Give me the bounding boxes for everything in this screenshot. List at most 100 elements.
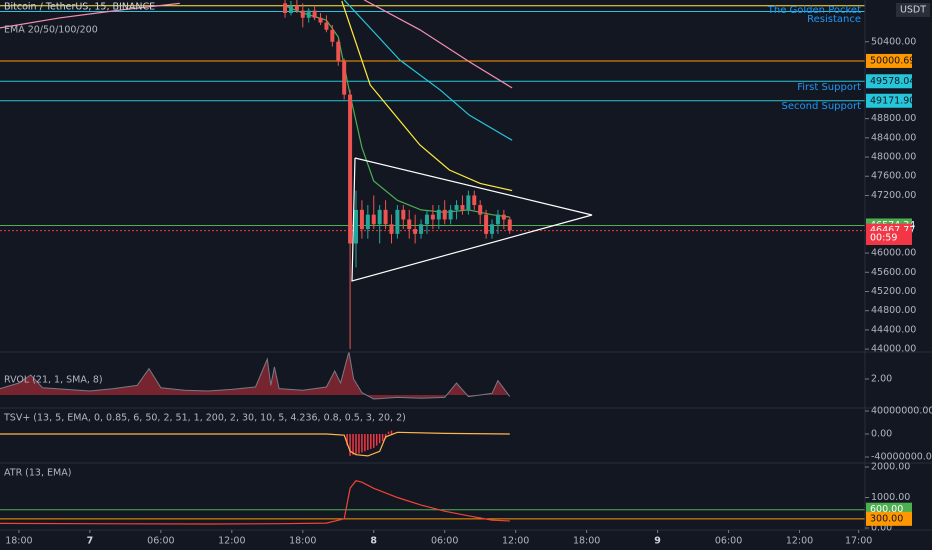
pane: [0, 430, 510, 457]
x-tick-label: 06:00: [715, 536, 742, 547]
y-tick-label: 0.00: [871, 522, 892, 533]
y-tick-label: 44000.00: [871, 344, 916, 355]
candle-body: [448, 209, 453, 220]
currency-label: USDT: [900, 5, 926, 16]
y-tick-label: 48800.00: [871, 113, 916, 124]
indicator-line: [0, 431, 510, 457]
x-tick-label: 12:00: [786, 536, 813, 547]
rvol-line: [0, 352, 511, 400]
candle-body: [359, 209, 364, 230]
currency-box: [896, 3, 930, 17]
chart-title: Bitcoin / TetherUS, 15, BINANCE: [4, 2, 155, 13]
x-tick-label: 12:00: [502, 536, 529, 547]
candle-body: [407, 219, 412, 230]
level-label-box: [866, 93, 912, 108]
candle-body: [478, 205, 483, 215]
y-tick-label: 48000.00: [871, 152, 916, 163]
countdown: 00:59: [870, 233, 897, 244]
candle-body: [472, 195, 477, 206]
ema-line: [0, 0, 513, 89]
candle-body: [442, 209, 447, 220]
level-label: 300.00: [870, 513, 903, 524]
level-label-box: [866, 74, 912, 89]
annotation: The Golden Pocket: [767, 5, 861, 16]
candle-body: [300, 10, 305, 18]
ema-line: [341, 0, 513, 192]
y-tick-label: 47600.00: [871, 171, 916, 182]
candle-body: [424, 214, 429, 225]
annotation: Resistance: [807, 14, 861, 25]
indicator-label: EMA 20/50/100/200: [4, 25, 98, 36]
candle-body: [371, 214, 376, 225]
candle-body: [490, 224, 495, 234]
indicator-line: [0, 480, 510, 525]
candle-body: [377, 209, 382, 225]
candle-body: [294, 5, 299, 11]
level-label: 49578.04: [870, 76, 915, 87]
candle-body: [336, 41, 341, 61]
candle-body: [454, 205, 459, 210]
x-tick-label: 12:00: [218, 536, 245, 547]
pane-title: ATR (13, EMA): [4, 468, 71, 479]
level-label-box: [866, 53, 912, 68]
candle-body: [466, 195, 471, 210]
x-tick-label: 17:00: [845, 536, 872, 547]
y-tick-label: 44800.00: [871, 305, 916, 316]
annotation: Second Support: [781, 101, 861, 112]
y-tick-label: 1000.00: [871, 492, 910, 503]
y-tick-label: 2000.00: [871, 461, 910, 472]
y-tick-label: 0.00: [871, 429, 892, 440]
y-tick-label: -40000000.00: [871, 452, 932, 463]
candle-body: [283, 3, 288, 13]
candle-body: [484, 214, 489, 234]
candle-body: [318, 17, 323, 23]
candle-body: [330, 29, 335, 42]
candle-body: [430, 214, 435, 220]
y-tick-label: 46000.00: [871, 248, 916, 259]
countdown-box: [866, 231, 912, 245]
y-tick-label: 2.00: [871, 374, 892, 385]
candle-body: [389, 224, 394, 234]
x-tick-label: 18:00: [5, 536, 32, 547]
rvol-area: [0, 352, 510, 399]
x-tick-label: 7: [87, 536, 94, 547]
level-label: 600.00: [870, 504, 903, 515]
candle-body: [342, 60, 347, 95]
candle-body: [436, 209, 441, 220]
candle-body: [312, 10, 317, 18]
y-tick-label: 48400.00: [871, 132, 916, 143]
candle-body: [401, 209, 406, 220]
candle-body: [288, 5, 293, 13]
candle-body: [501, 214, 506, 220]
candle-body: [413, 229, 418, 234]
x-tick-label: 18:00: [573, 536, 600, 547]
ema-line: [343, 0, 513, 141]
y-tick-label: 45200.00: [871, 286, 916, 297]
candle-body: [365, 214, 370, 230]
pane: [0, 352, 511, 400]
y-tick-label: 40000000.00: [871, 405, 932, 416]
candle-body: [395, 209, 400, 234]
x-tick-label: 18:00: [289, 536, 316, 547]
level-label: 46467.77: [870, 225, 915, 236]
y-tick-label: 44400.00: [871, 324, 916, 335]
separators: [0, 0, 932, 531]
y-tick-label: 50400.00: [871, 36, 916, 47]
candle-body: [419, 224, 424, 234]
candle-body: [348, 94, 353, 244]
pane-title: TSV+ (13, 5, EMA, 0, 0.85, 6, 50, 2, 51,…: [3, 413, 406, 424]
x-tick-label: 06:00: [431, 536, 458, 547]
candle-body: [507, 219, 512, 231]
price-axis: 50400.00 48800.00 48400.00 48000.00 47600.00…: [865, 36, 932, 533]
pane: [0, 480, 865, 525]
candle-body: [354, 209, 359, 244]
level-label-box: [866, 511, 912, 526]
triangle-drawing: [351, 157, 593, 282]
annotation: First Support: [797, 82, 861, 93]
level-label: 49171.90: [870, 95, 915, 106]
pane-title: RVOL (21, 1, SMA, 8): [4, 375, 103, 386]
candle-body: [383, 209, 388, 225]
plot-area: [0, 0, 865, 525]
x-tick-label: 8: [370, 536, 377, 547]
